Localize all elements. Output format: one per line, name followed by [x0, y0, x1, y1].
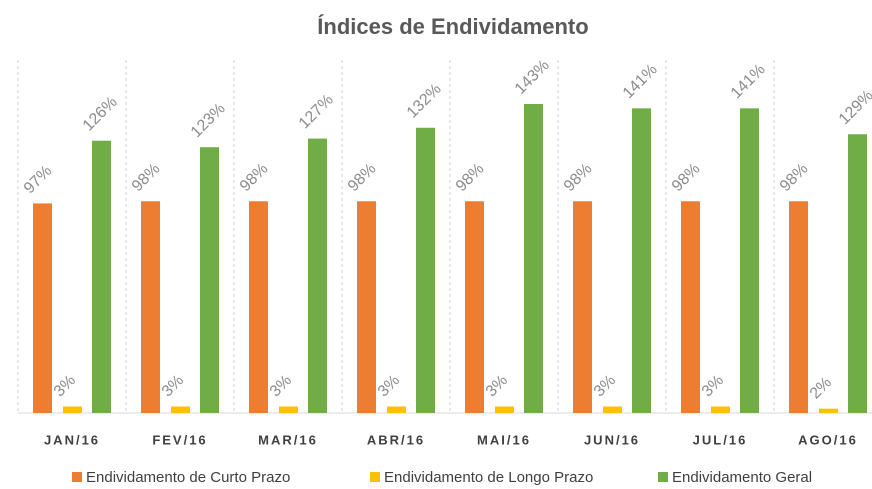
data-label: 98%: [561, 160, 596, 195]
bar: [387, 406, 406, 413]
bar: [848, 134, 867, 413]
data-label: 98%: [669, 160, 704, 195]
data-label: 132%: [404, 81, 445, 122]
legend-label: Endividamento de Longo Prazo: [384, 469, 593, 486]
legend-swatch: [72, 472, 82, 482]
bar: [249, 201, 268, 413]
data-label: 123%: [188, 100, 229, 141]
x-tick-label: ABR/16: [367, 432, 425, 447]
bar: [819, 408, 838, 413]
data-label: 141%: [728, 61, 769, 102]
data-label: 97%: [21, 163, 56, 198]
x-tick-label: JUL/16: [693, 432, 748, 447]
bar: [603, 406, 622, 413]
bar: [632, 108, 651, 413]
bar: [141, 201, 160, 413]
data-label: 3%: [267, 372, 295, 400]
bar: [357, 201, 376, 413]
bar: [495, 406, 514, 413]
data-label: 129%: [836, 87, 872, 128]
data-label: 143%: [512, 57, 553, 98]
data-label: 3%: [699, 372, 727, 400]
bar: [465, 201, 484, 413]
legend-label: Endividamento Geral: [672, 469, 812, 486]
x-tick-label: FEV/16: [152, 432, 207, 447]
data-label: 98%: [777, 160, 812, 195]
data-label: 3%: [375, 372, 403, 400]
bar: [740, 108, 759, 413]
bar: [279, 406, 298, 413]
bar: [416, 127, 435, 414]
chart-title: Índices de Endividamento: [317, 14, 588, 39]
x-tick-label: JUN/16: [584, 432, 640, 447]
data-label: 98%: [129, 160, 164, 195]
data-label: 98%: [237, 160, 272, 195]
bar: [681, 201, 700, 413]
bar: [200, 147, 219, 413]
bar: [92, 140, 111, 414]
bar: [308, 138, 327, 413]
x-tick-label: AGO/16: [798, 432, 858, 447]
data-label: 2%: [807, 374, 835, 402]
legend-swatch: [658, 472, 668, 482]
bar: [171, 406, 190, 413]
x-tick-label: MAR/16: [258, 432, 318, 447]
legend-swatch: [370, 472, 380, 482]
bar: [524, 104, 543, 413]
bar: [63, 406, 82, 413]
data-label: 98%: [453, 160, 488, 195]
data-label: 3%: [159, 372, 187, 400]
x-tick-label: JAN/16: [44, 432, 100, 447]
legend-label: Endividamento de Curto Prazo: [86, 469, 290, 486]
data-label: 3%: [51, 372, 79, 400]
data-label: 98%: [345, 160, 380, 195]
x-tick-label: MAI/16: [477, 432, 531, 447]
data-label: 127%: [296, 91, 337, 132]
data-label: 3%: [483, 372, 511, 400]
bar: [711, 406, 730, 413]
data-label: 141%: [620, 61, 661, 102]
bar: [573, 201, 592, 413]
data-label: 126%: [80, 94, 121, 135]
data-label: 3%: [591, 372, 619, 400]
bar: [789, 201, 808, 413]
bar: [33, 203, 52, 413]
